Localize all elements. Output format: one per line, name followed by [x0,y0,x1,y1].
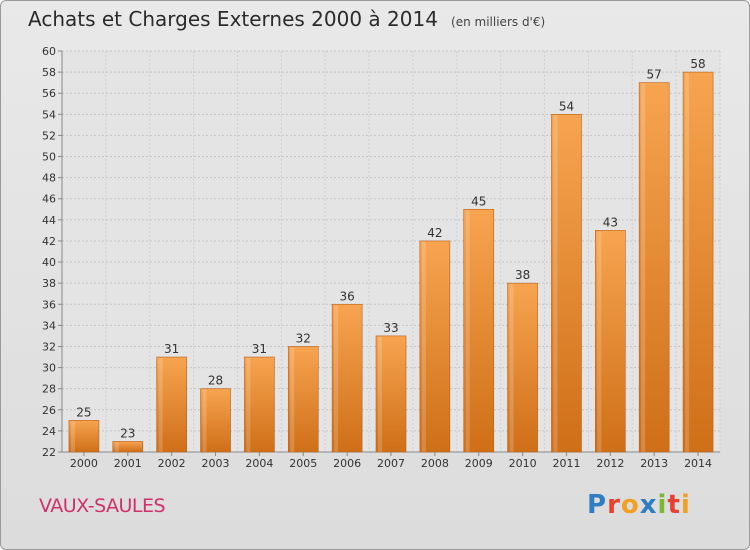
bar [156,356,187,453]
bar [200,388,231,453]
proxiti-logo: Proxiti [587,490,691,520]
value-label: 31 [164,342,179,356]
bar [287,346,319,453]
y-tick-label: 56 [42,87,56,100]
logo-letter: i [680,490,691,520]
value-label: 31 [252,342,267,356]
bar [463,208,495,453]
x-tick-label: 2012 [596,457,624,470]
title-row: Achats et Charges Externes 2000 à 2014 (… [28,7,545,31]
bar [112,441,144,453]
value-label: 43 [603,215,618,229]
chart-title: Achats et Charges Externes 2000 à 2014 [28,7,438,31]
x-tick-label: 2014 [684,457,712,470]
bar [419,240,451,453]
y-tick-label: 26 [42,404,56,417]
bar-highlight [246,358,251,452]
value-label: 57 [647,68,662,82]
y-tick-label: 24 [42,425,56,438]
logo-letter: t [667,490,681,520]
x-tick-label: 2001 [114,457,142,470]
y-tick-label: 34 [42,319,56,332]
bar-highlight [553,115,558,452]
x-tick-label: 2011 [552,457,580,470]
chart-unit: (en milliers d'€) [451,15,546,29]
bar-highlight [421,241,426,452]
logo-letter: o [620,490,640,520]
x-tick-label: 2002 [158,457,186,470]
y-tick-label: 38 [42,277,56,290]
x-tick-label: 2004 [245,457,273,470]
bar-highlight [465,210,470,452]
y-tick-label: 42 [42,235,56,248]
logo-letter: r [607,490,621,520]
bar-highlight [114,442,119,452]
bar-highlight [509,284,514,452]
y-tick-label: 50 [42,151,56,164]
x-tick-label: 2013 [640,457,668,470]
bar [331,303,363,453]
y-tick-label: 28 [42,383,56,396]
logo-letter: P [587,490,608,520]
logo-letter: x [639,490,658,520]
y-tick-label: 48 [42,172,56,185]
bar [375,335,407,453]
value-label: 58 [690,57,705,71]
y-tick-label: 54 [42,108,56,121]
bar-highlight [70,421,75,452]
x-tick-label: 2003 [202,457,230,470]
x-tick-label: 2007 [377,457,405,470]
bar [244,356,275,453]
y-tick-label: 30 [42,362,56,375]
y-tick-label: 46 [42,193,56,206]
value-label: 33 [383,321,398,335]
bar-highlight [597,231,602,452]
y-tick-label: 52 [42,129,56,142]
value-label: 28 [208,374,223,388]
y-tick-label: 60 [42,45,56,58]
bar-highlight [202,389,207,452]
value-label: 36 [339,289,354,303]
x-tick-label: 2010 [509,457,537,470]
y-tick-label: 36 [42,298,56,311]
bar [638,82,670,453]
bar [68,420,100,453]
bar [682,71,714,453]
value-label: 38 [515,268,530,282]
logo-letter: i [657,490,668,520]
value-label: 42 [427,226,442,240]
value-label: 54 [559,99,574,113]
bar-highlight [378,336,382,452]
x-tick-label: 2000 [70,457,98,470]
value-label: 32 [296,331,311,345]
bar-highlight [334,305,339,452]
x-tick-label: 2006 [333,457,361,470]
bar [551,114,582,453]
bar-highlight [290,347,295,452]
x-tick-label: 2008 [421,457,449,470]
bar-highlight [685,73,690,453]
bar [507,282,538,453]
y-tick-label: 58 [42,66,56,79]
x-tick-label: 2005 [289,457,317,470]
bar [595,230,626,453]
y-tick-label: 40 [42,256,56,269]
value-label: 23 [120,426,135,440]
bar-highlight [158,358,163,452]
value-label: 45 [471,194,486,208]
x-tick-label: 2009 [465,457,493,470]
y-tick-label: 44 [42,214,56,227]
y-tick-label: 22 [42,446,56,459]
y-tick-label: 32 [42,340,56,353]
bar-highlight [641,83,646,452]
value-label: 25 [76,405,91,419]
location-label: VAUX-SAULES [39,495,166,517]
